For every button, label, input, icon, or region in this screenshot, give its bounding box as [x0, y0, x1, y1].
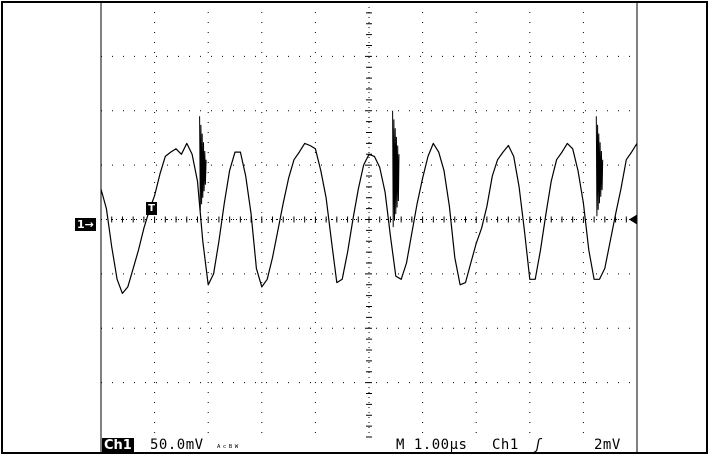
- trigger-source-readout: Ch1: [492, 437, 519, 453]
- graticule-grid: [100, 1, 638, 438]
- waveform-spike: [392, 110, 400, 228]
- bandwidth-limit-icon: ᴬᶜᴮᵂ: [216, 444, 240, 454]
- waveform-trace: [100, 142, 638, 294]
- timebase-readout: M 1.00µs: [396, 437, 468, 453]
- trace-group: [100, 110, 638, 294]
- trigger-level-arrow-icon: [629, 214, 637, 225]
- waveform-spike: [199, 116, 207, 211]
- volts-per-div-readout: 50.0mV: [150, 437, 204, 453]
- waveform-spike: [595, 116, 604, 217]
- trigger-level-readout: 2mV: [594, 437, 621, 453]
- trigger-slope-icon: ʃ: [534, 437, 543, 453]
- channel-label: Ch1: [102, 438, 134, 453]
- trigger-position-marker: T: [146, 202, 157, 215]
- channel-ground-marker: 1→: [75, 218, 96, 231]
